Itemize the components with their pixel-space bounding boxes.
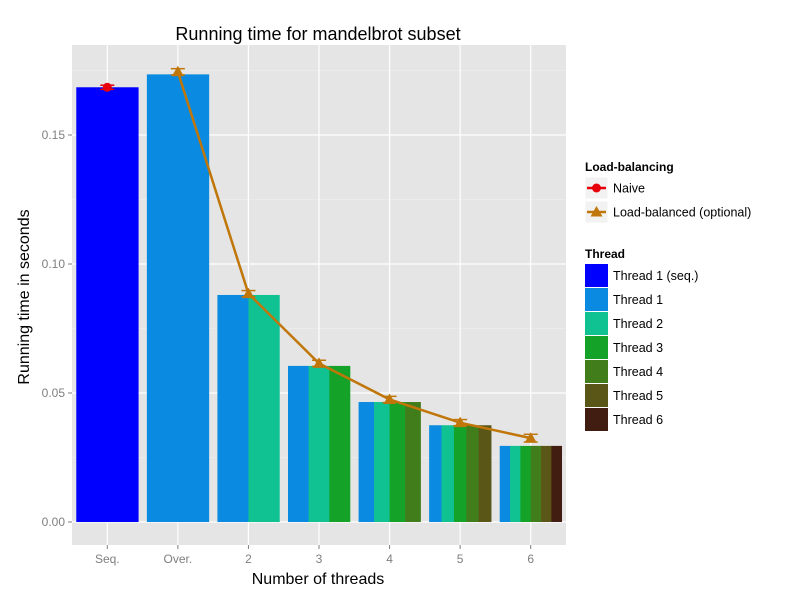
bar-segment <box>510 445 521 522</box>
bar-segment <box>76 87 139 523</box>
y-axis-title: Running time in seconds <box>16 209 33 384</box>
bar-segment <box>374 402 390 522</box>
legend-swatch <box>585 336 608 359</box>
data-point <box>383 393 396 404</box>
bar-segment <box>441 425 455 522</box>
data-point <box>102 82 112 92</box>
legend-label: Naive <box>613 182 645 196</box>
legend-swatch <box>585 288 608 311</box>
bar-segment <box>520 445 532 522</box>
legend-title: Load-balancing <box>585 160 674 174</box>
x-axis-title: Number of threads <box>252 571 385 588</box>
bar-segment <box>429 425 442 522</box>
series-group <box>100 65 538 443</box>
legend-label: Thread 2 <box>613 317 663 331</box>
data-point <box>454 416 467 428</box>
legend-label: Thread 1 (seq.) <box>613 269 698 283</box>
data-point <box>524 432 537 443</box>
y-tick-label: 0.15 <box>42 128 66 142</box>
data-point <box>313 357 325 368</box>
chart-title: Running time for mandelbrot subset <box>175 24 460 44</box>
bar-segment <box>288 365 309 522</box>
x-tick-label: 4 <box>386 552 393 566</box>
legend-label: Thread 3 <box>613 341 663 355</box>
bar-segment <box>217 294 249 522</box>
legend-label: Load-balanced (optional) <box>613 206 751 220</box>
legend-label: Thread 1 <box>613 293 663 307</box>
bar-segment <box>478 425 492 522</box>
bar-segment <box>308 365 330 522</box>
legend-label: Thread 4 <box>613 365 663 379</box>
bar-segment <box>551 445 563 522</box>
y-tick-label: 0.10 <box>42 257 66 271</box>
legend-swatch <box>585 360 608 383</box>
bar-segment <box>358 402 375 522</box>
bar-segment <box>248 294 280 522</box>
bar-segment <box>499 445 511 522</box>
y-tick-label: 0.05 <box>42 386 66 400</box>
x-tick-label: 2 <box>245 552 252 566</box>
x-tick-label: 5 <box>457 552 464 566</box>
load-balancing-legend: Load-balancing Naive Load-balanced (option… <box>584 160 751 224</box>
legend-title: Thread <box>585 247 625 261</box>
thread-legend: Thread Thread 1 (seq.) Thread 1 Thread 2 Thr… <box>585 247 698 431</box>
series-line <box>176 71 531 440</box>
bar-segment <box>453 425 467 522</box>
legend-marker <box>592 183 601 193</box>
legend-swatch <box>585 408 608 431</box>
bar-segment <box>329 365 351 522</box>
y-tick-label: 0.00 <box>42 515 66 529</box>
bar-segment <box>530 445 542 522</box>
data-point <box>171 65 184 77</box>
y-axis: 0.00 0.05 0.10 0.15 <box>42 128 72 529</box>
bar-segment <box>389 402 406 522</box>
legend-marker <box>590 206 603 217</box>
legend-label: Thread 6 <box>613 413 663 427</box>
legend-swatch <box>585 312 608 335</box>
bar-segment <box>466 425 480 522</box>
legend-swatch <box>585 264 608 287</box>
x-tick-label: Over. <box>164 552 193 566</box>
x-axis: Seq. Over. 2 3 4 5 6 <box>95 545 534 566</box>
bar-segment <box>146 74 210 523</box>
x-tick-label: Seq. <box>95 552 120 566</box>
x-tick-label: 6 <box>527 552 534 566</box>
bar-segment <box>541 445 552 522</box>
legend-swatch <box>585 384 608 407</box>
data-point <box>242 287 255 299</box>
bar-group <box>76 74 563 523</box>
legend-label: Thread 5 <box>613 389 663 403</box>
x-tick-label: 3 <box>316 552 323 566</box>
bar-segment <box>405 402 421 522</box>
